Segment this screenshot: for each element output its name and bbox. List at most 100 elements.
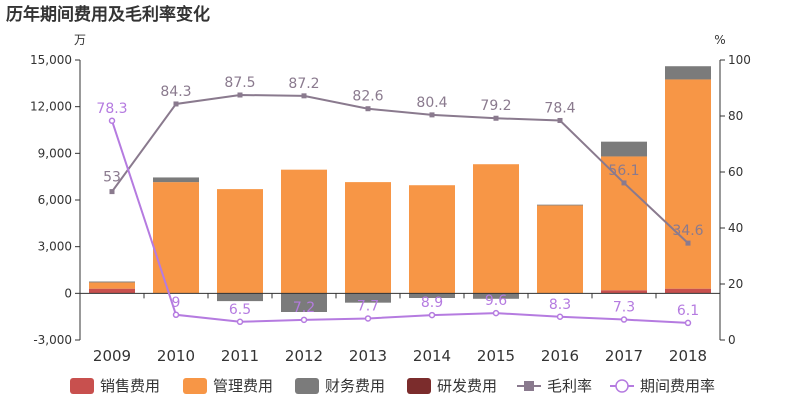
x-tick-label: 2015 (477, 347, 515, 365)
data-label: 84.3 (160, 84, 191, 100)
bar-segment (665, 66, 711, 80)
point-marker (684, 319, 692, 327)
data-labels: 53 84.3 87.5 87.2 82.6 80.4 79.2 78.4 56.1 34.6 78… (96, 75, 703, 319)
data-label: 7.3 (613, 300, 635, 316)
right-axis-unit: % (714, 33, 725, 47)
left-tick-label: 3,000 (38, 240, 72, 254)
bar-segment (473, 293, 519, 299)
legend-swatch (407, 378, 431, 394)
point-marker (429, 112, 435, 118)
bar-segment (601, 141, 647, 157)
point-marker (172, 311, 180, 319)
bar-segment (345, 293, 391, 303)
data-label: 80.4 (416, 95, 447, 111)
legend-label: 财务费用 (325, 377, 385, 395)
x-tick-label: 2010 (157, 347, 195, 365)
point-marker (557, 117, 563, 123)
legend-marker (524, 381, 534, 391)
bar-segment (345, 182, 391, 294)
left-tick-label: 6,000 (38, 193, 72, 207)
bar-segment (601, 156, 647, 291)
bars (89, 66, 711, 312)
legend-marker (615, 379, 629, 393)
series-line (111, 93, 689, 244)
x-tick-label: 2013 (349, 347, 387, 365)
data-label: 6.1 (677, 303, 699, 319)
bar-segment (217, 189, 263, 294)
legend-swatch (295, 378, 319, 394)
legend-label: 管理费用 (213, 377, 273, 395)
bar-segment (89, 281, 135, 283)
bar-segment (409, 293, 455, 298)
point-marker (173, 101, 179, 107)
data-label: 87.2 (288, 76, 319, 92)
point-marker (685, 240, 691, 246)
legend-swatch (183, 378, 207, 394)
bar-segment (217, 293, 263, 302)
data-label: 9 (172, 295, 181, 311)
right-tick-label: 80 (728, 109, 743, 123)
point-marker (556, 313, 564, 321)
x-tick-label: 2014 (413, 347, 451, 365)
left-tick-label: -3,000 (33, 333, 72, 347)
bar-segment (537, 205, 583, 294)
point-marker (621, 180, 627, 186)
bar-segment (89, 288, 135, 294)
legend-swatch (70, 378, 94, 394)
bar-segment (89, 282, 135, 289)
legend-label: 研发费用 (437, 377, 497, 395)
legend-label: 期间费用率 (640, 377, 715, 395)
point-marker (492, 309, 500, 317)
data-label: 8.3 (549, 297, 571, 313)
point-marker (301, 93, 307, 99)
data-label: 78.4 (544, 100, 575, 116)
x-tick-label: 2018 (669, 347, 707, 365)
series-line (111, 120, 689, 324)
point-marker (493, 115, 499, 121)
point-marker (300, 316, 308, 324)
x-tick-label: 2011 (221, 347, 259, 365)
data-label: 34.6 (672, 223, 703, 239)
point-marker (108, 117, 116, 125)
x-tick-label: 2009 (93, 347, 131, 365)
data-label: 6.5 (229, 302, 251, 318)
bar-segment (153, 182, 199, 294)
data-label: 82.6 (352, 89, 383, 105)
right-tick-label: 0 (728, 333, 736, 347)
point-marker (109, 189, 115, 195)
point-marker (620, 316, 628, 323)
bar-segment (473, 164, 519, 294)
data-label: 56.1 (608, 163, 639, 179)
bar-segment (409, 185, 455, 294)
axes: -3,000 0 3,000 6,000 9,000 12,000 15,000 0 20 40 6… (30, 53, 751, 365)
point-marker (364, 315, 372, 322)
left-tick-label: 12,000 (30, 100, 72, 114)
left-tick-label: 0 (64, 286, 72, 300)
legend-label: 销售费用 (100, 377, 160, 395)
point-marker (236, 318, 244, 326)
point-marker (365, 106, 371, 112)
bar-segment (537, 204, 583, 206)
bar-segment (601, 290, 647, 294)
point-marker (428, 311, 436, 319)
right-tick-label: 20 (728, 277, 743, 291)
bar-segment (665, 288, 711, 294)
data-label: 79.2 (480, 98, 511, 114)
legend: 销售费用 管理费用 财务费用 研发费用 毛利率 期间费用率 (70, 377, 715, 395)
left-axis-unit: 万 (74, 33, 86, 47)
data-label: 7.2 (293, 300, 315, 316)
x-tick-label: 2016 (541, 347, 579, 365)
legend-label: 毛利率 (547, 377, 592, 395)
right-tick-label: 40 (728, 221, 743, 235)
data-label: 7.7 (357, 298, 379, 314)
data-label: 8.9 (421, 295, 443, 311)
data-label: 78.3 (96, 101, 127, 117)
bar-segment (281, 293, 327, 312)
right-tick-label: 100 (728, 53, 751, 67)
x-tick-label: 2012 (285, 347, 323, 365)
bar-segment (665, 79, 711, 289)
bar-segment (153, 177, 199, 183)
bar-segment (281, 169, 327, 294)
right-tick-label: 60 (728, 165, 743, 179)
